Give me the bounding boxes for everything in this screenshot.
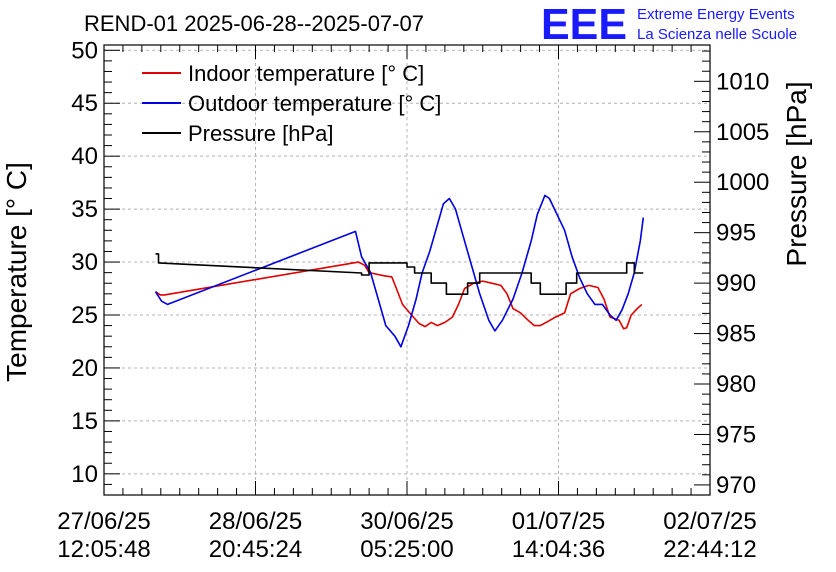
- left-tick-label: 50: [71, 37, 98, 64]
- x-tick-label-time: 05:25:00: [360, 536, 453, 563]
- eee-logo: EEE Extreme Energy Events La Scienza nel…: [541, 0, 797, 49]
- right-tick-label: 990: [716, 270, 756, 297]
- x-tick-label-date: 28/06/25: [209, 508, 302, 535]
- x-tick-label-date: 27/06/25: [57, 508, 150, 535]
- chart-title: REND-01 2025-06-28--2025-07-07: [84, 11, 424, 36]
- left-tick-label: 15: [71, 408, 98, 435]
- x-tick-label-date: 30/06/25: [360, 508, 453, 535]
- x-tick-label-time: 12:05:48: [57, 536, 150, 563]
- legend-label-indoor: Indoor temperature [° C]: [188, 61, 424, 86]
- legend: Indoor temperature [° C] Outdoor tempera…: [142, 61, 441, 146]
- x-tick-label-time: 20:45:24: [209, 536, 302, 563]
- series-group: [154, 194, 645, 348]
- left-tick-label: 25: [71, 302, 98, 329]
- series-line-outdoor-temperature: [154, 194, 645, 348]
- right-tick-label: 985: [716, 321, 756, 348]
- right-axis-title: Pressure [hPa]: [781, 81, 812, 266]
- left-axis-title: Temperature [° C]: [1, 162, 32, 382]
- eee-logo-line1: Extreme Energy Events: [637, 6, 795, 23]
- legend-label-outdoor: Outdoor temperature [° C]: [188, 91, 441, 116]
- left-tick-label: 10: [71, 461, 98, 488]
- left-axis: 10 15 20 25 30 35 40 45 50: [71, 37, 120, 488]
- left-tick-label: 35: [71, 196, 98, 223]
- legend-label-pressure: Pressure [hPa]: [188, 121, 334, 146]
- right-tick-label: 975: [716, 421, 756, 448]
- x-tick-label-time: 14:04:36: [512, 536, 605, 563]
- series-line-pressure: [155, 253, 644, 296]
- eee-logo-mark: EEE: [541, 0, 627, 49]
- left-tick-label: 45: [71, 90, 98, 117]
- left-tick-label: 20: [71, 355, 98, 382]
- right-tick-label: 980: [716, 371, 756, 398]
- right-axis: 970 975 980 985 990 995 1000 1005 1010: [694, 50, 769, 499]
- right-tick-label: 1010: [716, 68, 769, 95]
- right-tick-label: 970: [716, 472, 756, 499]
- x-tick-label-time: 22:44:12: [663, 536, 756, 563]
- left-tick-label: 40: [71, 143, 98, 170]
- series-line-indoor-temperature: [155, 261, 643, 330]
- eee-logo-line2: La Scienza nelle Scuole: [637, 26, 797, 43]
- right-tick-label: 1000: [716, 169, 769, 196]
- left-tick-label: 30: [71, 249, 98, 276]
- right-tick-label: 1005: [716, 119, 769, 146]
- x-tick-label-date: 02/07/25: [663, 508, 756, 535]
- right-tick-label: 995: [716, 220, 756, 247]
- x-tick-label-date: 01/07/25: [512, 508, 605, 535]
